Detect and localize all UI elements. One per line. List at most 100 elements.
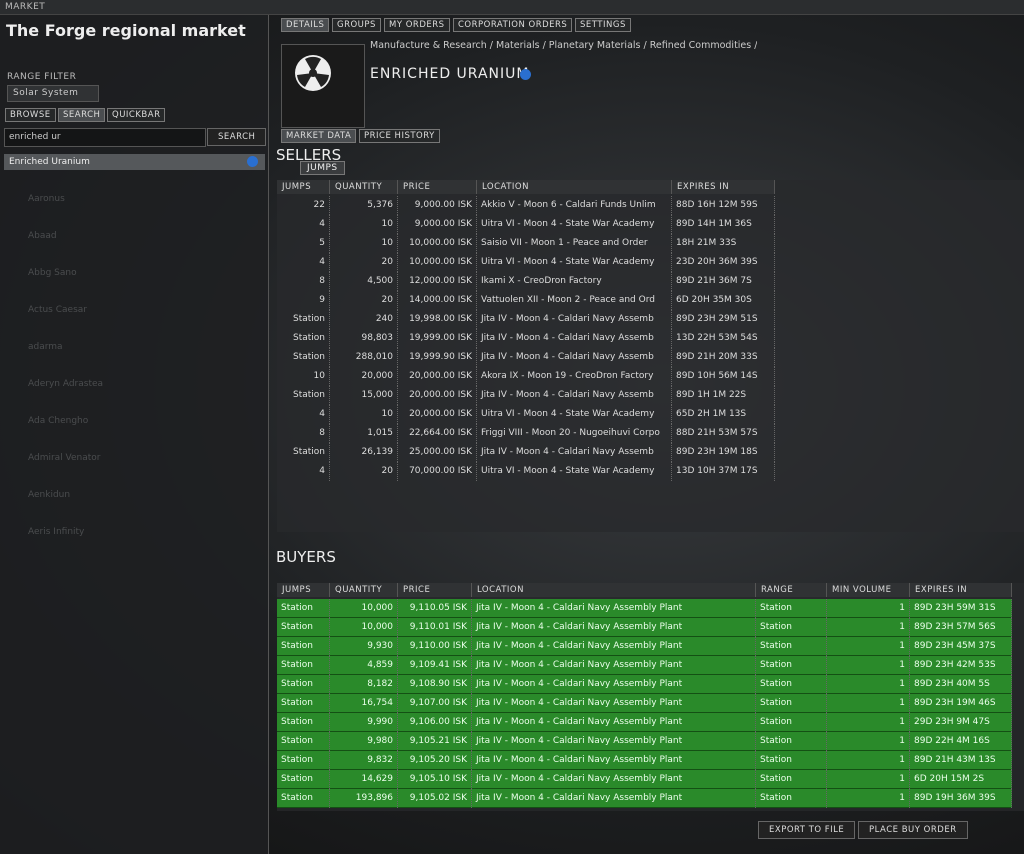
table-cell: 288,010	[330, 348, 398, 367]
table-cell: 9,110.01 ISK	[398, 618, 472, 637]
table-cell: 89D 23H 40M 5S	[910, 675, 1012, 694]
row-background[interactable]	[277, 599, 1012, 618]
row-background[interactable]	[277, 770, 1012, 789]
table-cell: 4	[277, 405, 330, 424]
column-header[interactable]: RANGE	[756, 583, 827, 597]
table-cell: 8,182	[330, 675, 398, 694]
table-cell: 9	[277, 291, 330, 310]
table-cell: Station	[277, 618, 330, 637]
row-background[interactable]	[277, 694, 1012, 713]
row-background[interactable]	[277, 618, 1012, 637]
table-cell: 9,930	[330, 637, 398, 656]
info-icon[interactable]	[520, 69, 531, 80]
export-button[interactable]: EXPORT TO FILE	[758, 821, 856, 839]
row-background[interactable]	[277, 637, 1012, 656]
table-cell: 22	[277, 196, 330, 215]
table-cell: 98,803	[330, 329, 398, 348]
table-cell: Station	[277, 770, 330, 789]
column-header[interactable]: JUMPS	[277, 180, 330, 194]
main-tab[interactable]: MY ORDERS	[384, 18, 450, 32]
main-tab[interactable]: SETTINGS	[575, 18, 631, 32]
table-cell: 23D 20H 36M 39S	[672, 253, 775, 272]
tooltip: JUMPS	[300, 161, 345, 175]
search-button[interactable]: SEARCH	[207, 128, 267, 146]
search-input[interactable]: enriched ur	[4, 128, 206, 147]
column-header[interactable]: LOCATION	[472, 583, 756, 597]
table-cell: 193,896	[330, 789, 398, 808]
table-cell: Vattuolen XII - Moon 2 - Peace and Ord	[477, 291, 672, 310]
column-header[interactable]: EXPIRES IN	[672, 180, 775, 194]
table-cell: 4,500	[330, 272, 398, 291]
row-background[interactable]	[277, 656, 1012, 675]
table-cell: Station	[756, 732, 827, 751]
table-cell: 89D 22H 4M 16S	[910, 732, 1012, 751]
row-background[interactable]	[277, 675, 1012, 694]
main-tab[interactable]: DETAILS	[281, 18, 330, 32]
table-cell: 240	[330, 310, 398, 329]
column-header[interactable]: EXPIRES IN	[910, 583, 1012, 597]
table-cell: 10,000	[330, 618, 398, 637]
range-dropdown[interactable]: Solar System	[7, 85, 99, 102]
table-cell: Jita IV - Moon 4 - Caldari Navy Assemb	[477, 348, 672, 367]
table-cell: 89D 21H 36M 7S	[672, 272, 775, 291]
table-cell: Jita IV - Moon 4 - Caldari Navy Assembly…	[472, 751, 756, 770]
table-cell: Jita IV - Moon 4 - Caldari Navy Assembly…	[472, 675, 756, 694]
background-name: Aaronus	[28, 194, 65, 204]
row-background[interactable]	[277, 751, 1012, 770]
background-name: Aeris Infinity	[28, 527, 85, 537]
window-title: MARKET	[0, 0, 1024, 15]
place-buy-order-button[interactable]: PLACE BUY ORDER	[858, 821, 968, 839]
table-cell: 20	[330, 253, 398, 272]
table-cell: Station	[756, 675, 827, 694]
left-tab[interactable]: QUICKBAR	[107, 108, 166, 122]
main-tab[interactable]: GROUPS	[332, 18, 381, 32]
breadcrumb[interactable]: Manufacture & Research / Materials / Pla…	[370, 40, 758, 51]
table-cell: 1	[827, 694, 910, 713]
table-cell: Station	[277, 789, 330, 808]
background-name: Actus Caesar	[28, 305, 87, 315]
row-background[interactable]	[277, 713, 1012, 732]
table-cell: Station	[756, 751, 827, 770]
table-cell: Station	[277, 656, 330, 675]
table-cell: Station	[277, 637, 330, 656]
table-cell: Uitra VI - Moon 4 - State War Academy	[477, 405, 672, 424]
row-background[interactable]	[277, 732, 1012, 751]
left-tab[interactable]: SEARCH	[58, 108, 106, 122]
column-header[interactable]: PRICE	[398, 583, 472, 597]
table-cell: Station	[277, 713, 330, 732]
table-cell: 15,000	[330, 386, 398, 405]
search-result[interactable]: Enriched Uranium	[4, 154, 265, 170]
table-cell: 1,015	[330, 424, 398, 443]
table-cell: 19,999.00 ISK	[398, 329, 477, 348]
column-header[interactable]: QUANTITY	[330, 583, 398, 597]
table-cell: Jita IV - Moon 4 - Caldari Navy Assembly…	[472, 656, 756, 675]
table-cell: 9,105.02 ISK	[398, 789, 472, 808]
table-cell: 89D 21H 43M 13S	[910, 751, 1012, 770]
table-cell: 14,629	[330, 770, 398, 789]
table-cell: Akora IX - Moon 19 - CreoDron Factory	[477, 367, 672, 386]
main-tab[interactable]: CORPORATION ORDERS	[453, 18, 573, 32]
column-header[interactable]: PRICE	[398, 180, 477, 194]
table-cell: Jita IV - Moon 4 - Caldari Navy Assemb	[477, 386, 672, 405]
table-cell: 25,000.00 ISK	[398, 443, 477, 462]
column-header[interactable]: QUANTITY	[330, 180, 398, 194]
table-cell: 70,000.00 ISK	[398, 462, 477, 481]
info-icon[interactable]	[247, 156, 258, 167]
table-cell: 89D 23H 59M 31S	[910, 599, 1012, 618]
table-cell: Jita IV - Moon 4 - Caldari Navy Assemb	[477, 329, 672, 348]
row-background[interactable]	[277, 789, 1012, 808]
left-tab[interactable]: BROWSE	[5, 108, 56, 122]
table-cell: 10	[330, 405, 398, 424]
table-cell: 9,105.21 ISK	[398, 732, 472, 751]
table-cell: 9,832	[330, 751, 398, 770]
table-cell: 20	[330, 291, 398, 310]
column-header[interactable]: LOCATION	[477, 180, 672, 194]
table-cell: 20,000.00 ISK	[398, 367, 477, 386]
table-cell: 9,107.00 ISK	[398, 694, 472, 713]
table-cell: 1	[827, 599, 910, 618]
column-header[interactable]: MIN VOLUME	[827, 583, 910, 597]
sub-tab[interactable]: PRICE HISTORY	[359, 129, 440, 143]
table-cell: 89D 23H 57M 56S	[910, 618, 1012, 637]
sub-tab[interactable]: MARKET DATA	[281, 129, 357, 143]
column-header[interactable]: JUMPS	[277, 583, 330, 597]
